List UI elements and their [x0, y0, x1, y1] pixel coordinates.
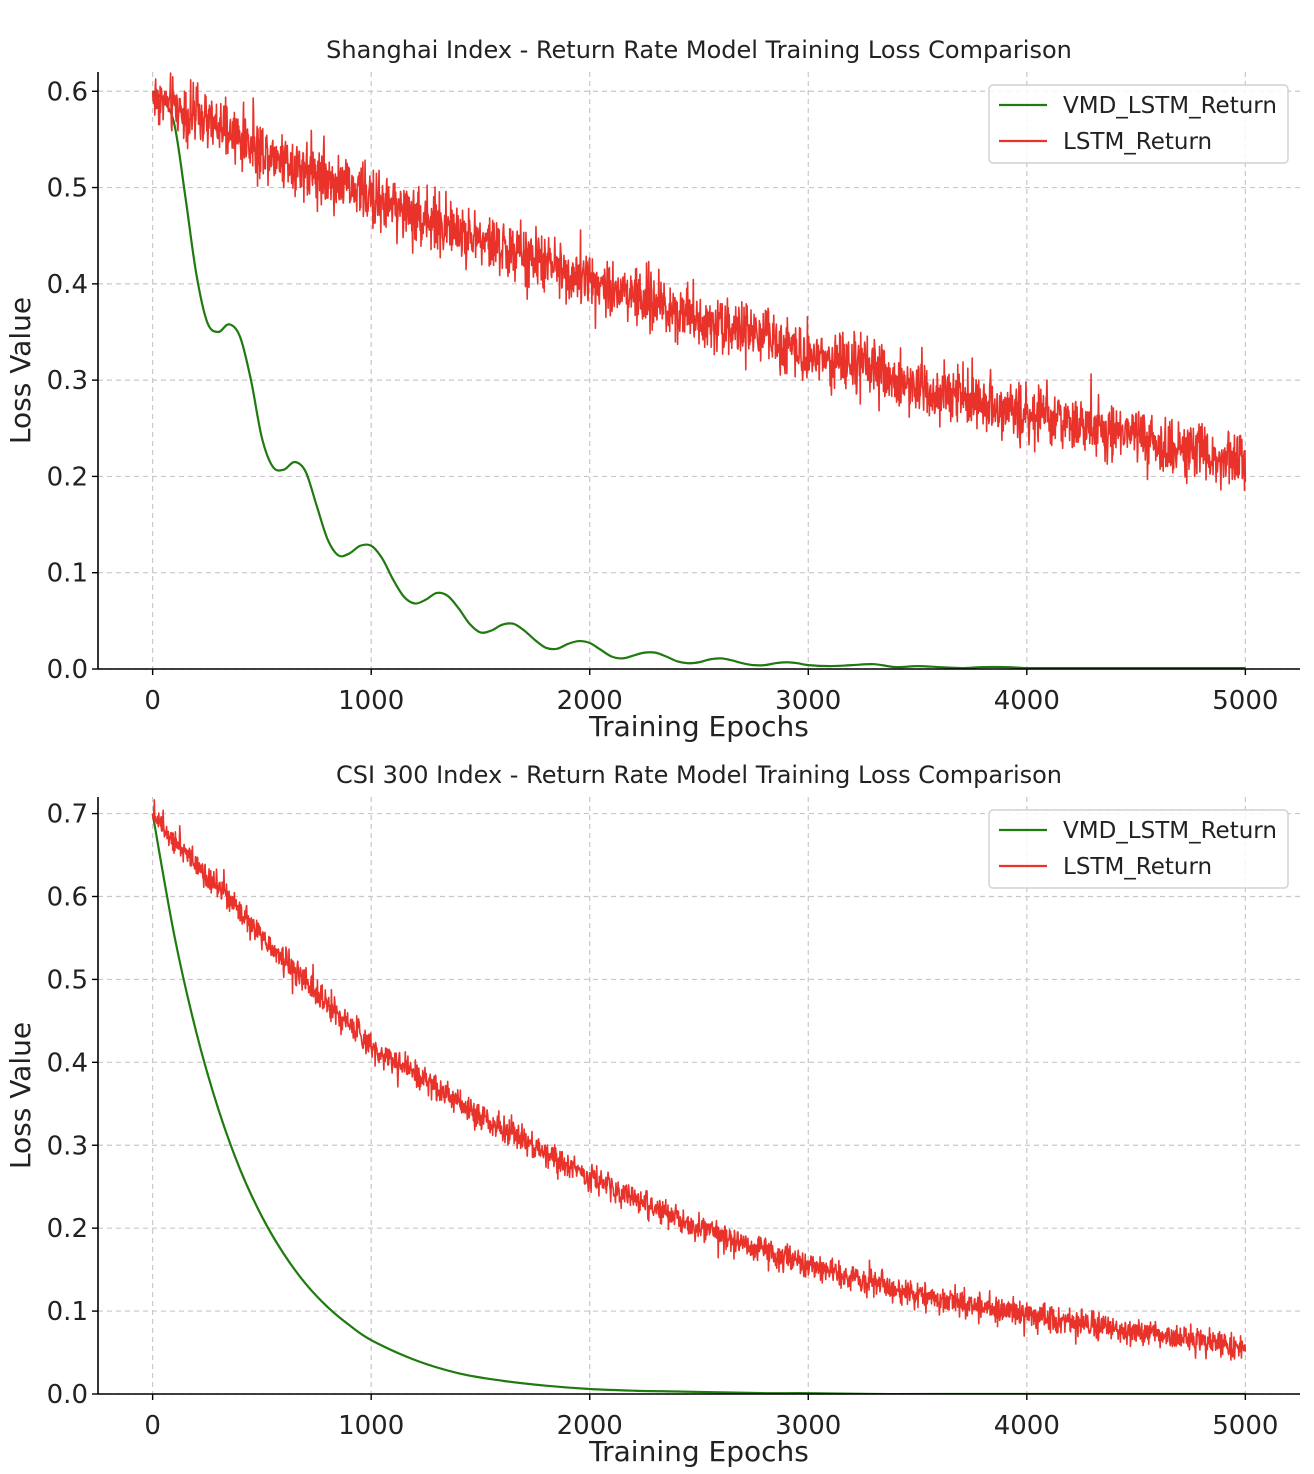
- x-tick-label: 1000: [338, 686, 404, 716]
- x-tick-label: 5000: [1212, 1411, 1278, 1441]
- y-axis-label: Loss Value: [4, 297, 37, 444]
- x-tick-label: 2000: [557, 1411, 623, 1441]
- series-line-vmd-lstm-return: [151, 90, 1246, 669]
- series-line-lstm-return: [151, 72, 1247, 492]
- y-tick-label: 0.4: [47, 270, 88, 300]
- y-tick-label: 0.0: [47, 1380, 88, 1410]
- legend-label: LSTM_Return: [1063, 854, 1212, 880]
- x-axis-label: Training Epochs: [588, 1435, 809, 1468]
- y-tick-label: 0.3: [47, 366, 88, 396]
- x-axis-label: Training Epochs: [588, 710, 809, 743]
- y-tick-label: 0.5: [47, 965, 88, 995]
- x-tick-label: 5000: [1212, 686, 1278, 716]
- y-tick-label: 0.2: [47, 462, 88, 492]
- y-tick-label: 0.3: [47, 1131, 88, 1161]
- y-tick-label: 0.6: [47, 883, 88, 913]
- y-tick-label: 0.7: [47, 800, 88, 830]
- x-tick-label: 1000: [338, 1411, 404, 1441]
- y-tick-label: 0.1: [47, 559, 88, 589]
- legend-label: VMD_LSTM_Return: [1063, 93, 1277, 119]
- chart-title: Shanghai Index - Return Rate Model Train…: [326, 36, 1072, 64]
- series-line-lstm-return: [151, 799, 1247, 1361]
- x-tick-label: 4000: [994, 686, 1060, 716]
- x-tick-label: 3000: [775, 1411, 841, 1441]
- series-group: [151, 799, 1247, 1394]
- y-tick-label: 0.0: [47, 655, 88, 685]
- y-axis-label: Loss Value: [4, 1022, 37, 1169]
- y-tick-label: 0.4: [47, 1048, 88, 1078]
- y-tick-label: 0.2: [47, 1214, 88, 1244]
- legend-label: VMD_LSTM_Return: [1063, 818, 1277, 844]
- legend: VMD_LSTM_Return LSTM_Return: [988, 84, 1289, 164]
- x-tick-label: 4000: [994, 1411, 1060, 1441]
- legend-box: [988, 84, 1289, 164]
- chart-csi300-loss: CSI 300 Index - Return Rate Model Traini…: [4, 761, 1300, 1468]
- x-tick-label: 0: [144, 1411, 161, 1441]
- x-tick-label: 2000: [557, 686, 623, 716]
- series-line-vmd-lstm-return: [151, 813, 1246, 1394]
- chart-shanghai-loss: Shanghai Index - Return Rate Model Train…: [4, 36, 1300, 743]
- legend-label: LSTM_Return: [1063, 129, 1212, 155]
- y-tick-label: 0.1: [47, 1297, 88, 1327]
- chart-title: CSI 300 Index - Return Rate Model Traini…: [336, 761, 1062, 789]
- y-tick-label: 0.5: [47, 174, 88, 204]
- y-tick-label: 0.6: [47, 77, 88, 107]
- series-group: [151, 72, 1247, 669]
- legend-box: [988, 809, 1289, 889]
- legend: VMD_LSTM_Return LSTM_Return: [988, 809, 1289, 889]
- x-tick-label: 0: [144, 686, 161, 716]
- x-tick-label: 3000: [775, 686, 841, 716]
